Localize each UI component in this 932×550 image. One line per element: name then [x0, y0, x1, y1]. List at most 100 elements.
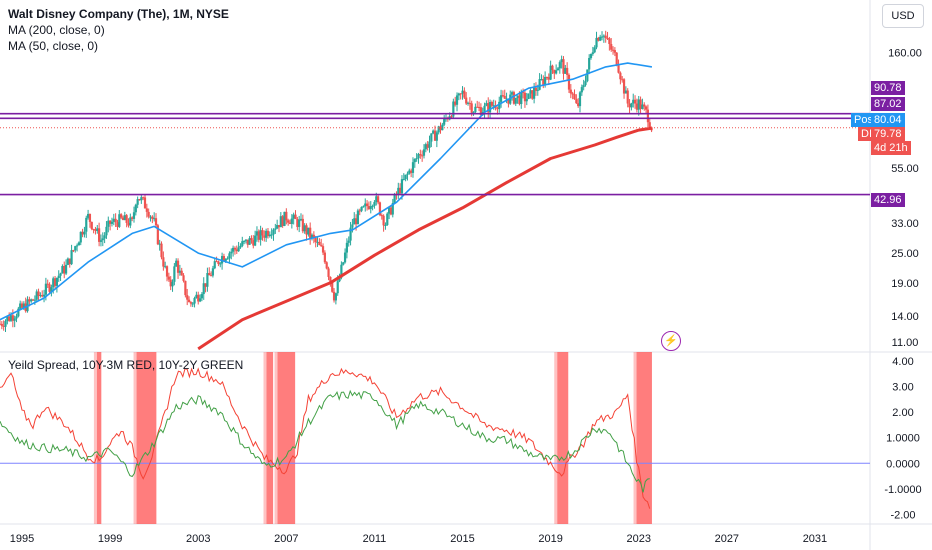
currency-button[interactable]: USD	[882, 4, 924, 28]
candle-body	[63, 266, 66, 274]
candle-body	[584, 81, 587, 86]
candle-body	[399, 187, 402, 194]
candle-body	[290, 218, 293, 224]
candle-body	[428, 141, 431, 148]
candle-body	[564, 67, 567, 74]
candle-body	[189, 302, 192, 304]
ma50-legend[interactable]: MA (50, close, 0)	[8, 38, 98, 54]
candle-body	[279, 216, 282, 228]
candle-body	[252, 240, 255, 246]
candle-body	[644, 106, 648, 110]
candle-body	[507, 98, 510, 104]
symbol-title: Walt Disney Company (The), 1M, NYSE	[8, 6, 229, 22]
ma50-line	[0, 62, 653, 321]
time-tick-label: 2015	[450, 533, 474, 545]
candle-body	[213, 261, 216, 269]
candle-body	[220, 256, 224, 264]
candle-body	[641, 104, 644, 109]
candle-body	[0, 323, 3, 326]
candle-body	[13, 318, 16, 321]
candle-body	[57, 275, 60, 278]
candle-body	[52, 278, 55, 288]
candle-body	[391, 203, 394, 215]
oscillator-legend[interactable]: Yeild Spread, 10Y-3M RED, 10Y-2Y GREEN	[8, 358, 243, 372]
price-tick-label: 33.00	[891, 218, 919, 230]
moving-average-lines	[0, 62, 653, 351]
candle-body	[435, 132, 438, 141]
price-tick-label: 55.00	[891, 163, 919, 175]
candle-body	[388, 207, 391, 214]
candle-body	[44, 283, 47, 295]
candle-body	[602, 35, 605, 37]
candle-body	[92, 228, 95, 230]
candle-body	[15, 316, 18, 319]
candle-body	[510, 92, 514, 95]
candle-body	[129, 217, 132, 226]
candle-body	[466, 102, 470, 104]
candle-body	[265, 230, 268, 238]
level-tag-8702: 87.02	[871, 97, 905, 111]
candle-body	[483, 105, 486, 112]
candle-body	[176, 260, 180, 273]
candle-body	[628, 103, 631, 108]
candle-body	[120, 214, 123, 218]
inversion-band	[277, 352, 296, 524]
candle-body	[50, 287, 53, 292]
candle-body	[263, 235, 266, 238]
candle-body	[219, 263, 222, 265]
inversion-band	[557, 352, 569, 524]
lightning-icon[interactable]: ⚡	[661, 331, 681, 351]
candle-body	[580, 87, 583, 93]
candle-body	[136, 199, 139, 205]
oscillator-label: Yeild Spread, 10Y-3M RED, 10Y-2Y GREEN	[8, 358, 244, 372]
candle-body	[340, 264, 343, 278]
candle-body	[556, 68, 560, 71]
time-tick-label: 1995	[10, 533, 34, 545]
candle-body	[162, 257, 165, 267]
candle-body	[314, 237, 317, 242]
candle-body	[351, 224, 354, 228]
price-tick-label: 14.00	[891, 311, 919, 323]
candle-body	[558, 62, 561, 69]
candle-body	[358, 210, 361, 212]
candle-body	[365, 203, 369, 207]
candle-body	[118, 214, 121, 227]
candle-body	[22, 303, 25, 308]
candle-body	[443, 118, 446, 125]
candle-body	[608, 38, 611, 45]
candle-body	[487, 103, 490, 113]
candle-body	[595, 37, 598, 48]
candle-body	[276, 225, 279, 229]
candle-body	[39, 295, 42, 297]
candle-body	[560, 59, 563, 63]
time-tick-label: 1999	[98, 533, 122, 545]
candle-body	[426, 144, 429, 148]
candle-body	[202, 283, 205, 295]
level-value-9078: 90.78	[874, 82, 902, 94]
candle-body	[254, 235, 257, 246]
candle-body	[360, 206, 363, 211]
candle-body	[591, 52, 594, 54]
candle-body	[566, 67, 569, 75]
candle-body	[239, 245, 242, 248]
candle-body	[26, 299, 29, 312]
candle-body	[17, 308, 20, 317]
candle-body	[646, 109, 650, 123]
candle-body	[544, 77, 547, 85]
candle-body	[28, 299, 31, 302]
candle-body	[342, 262, 345, 265]
candle-body	[553, 69, 556, 74]
candle-body	[307, 227, 310, 235]
candle-body	[2, 325, 5, 327]
ma200-legend[interactable]: MA (200, close, 0)	[8, 22, 105, 38]
price-tick-label: 19.00	[891, 278, 919, 290]
candle-body	[11, 315, 14, 321]
inversion-bands	[93, 352, 652, 524]
candle-body	[432, 130, 435, 134]
candle-body	[349, 227, 352, 241]
countdown: 4d 21h	[874, 142, 908, 154]
candle-body	[626, 90, 629, 104]
candle-body	[461, 90, 464, 94]
candle-body	[421, 155, 424, 157]
